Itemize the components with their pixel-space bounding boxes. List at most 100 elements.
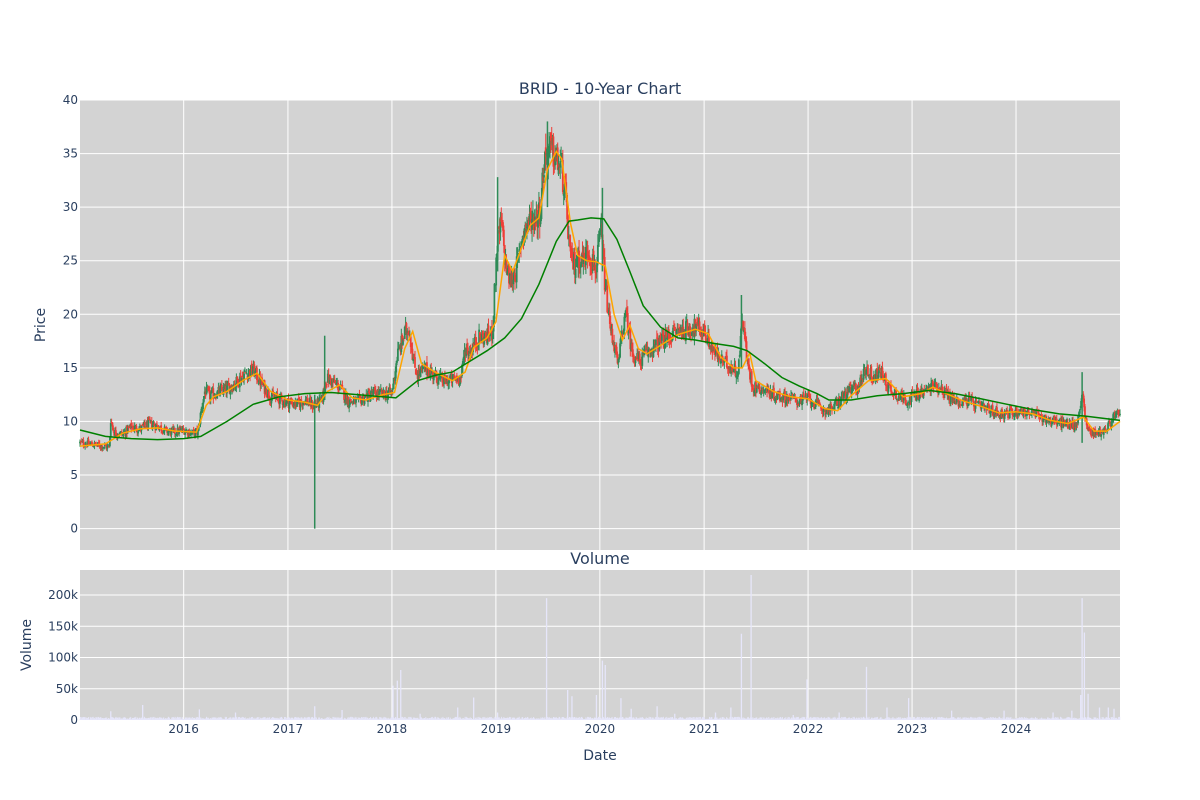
candle-body: [537, 214, 539, 228]
candle-body: [670, 340, 673, 343]
candle-body: [658, 335, 661, 350]
candle-body: [167, 431, 170, 433]
candle-body: [374, 389, 377, 396]
candle-body: [833, 402, 836, 410]
candle-body: [851, 387, 854, 389]
candle-body: [1066, 421, 1069, 429]
candle-body: [660, 339, 663, 344]
candle-body: [882, 375, 885, 378]
candle-body: [986, 404, 989, 409]
candle-body: [519, 246, 521, 248]
candle-body: [949, 394, 952, 405]
candle-body: [1066, 421, 1068, 423]
candle-body: [795, 397, 798, 403]
candle-body: [1013, 413, 1016, 418]
candle-body: [778, 391, 781, 401]
candle-body: [872, 375, 875, 382]
candle-body: [289, 400, 292, 403]
candle-body: [414, 357, 416, 368]
candle-body: [281, 400, 284, 405]
candle-body: [104, 444, 107, 446]
candle-body: [405, 323, 408, 335]
candle-body: [617, 358, 620, 363]
candle-body: [515, 256, 518, 283]
candle-body: [220, 384, 223, 391]
candle-body: [675, 330, 678, 333]
x-tick-label: 2021: [689, 722, 720, 736]
candle-body: [1018, 411, 1021, 416]
candle-body: [877, 375, 880, 380]
candle-body: [442, 383, 445, 385]
candle-body: [207, 387, 210, 390]
candle-body: [448, 378, 451, 384]
candle-body: [489, 333, 492, 337]
candle-body: [748, 364, 751, 370]
candle-body: [401, 335, 404, 343]
candle-body: [539, 216, 542, 225]
x-tick-label: 2016: [168, 722, 199, 736]
candle-body: [170, 429, 173, 435]
candle-body: [639, 360, 642, 365]
candle-body: [344, 399, 346, 402]
candle-body: [1037, 412, 1040, 417]
candle-body: [477, 345, 480, 347]
candle-body: [150, 421, 153, 428]
candle-body: [897, 396, 900, 401]
candle-body: [1115, 412, 1118, 414]
candle-body: [1050, 424, 1053, 426]
candle-body: [743, 328, 746, 340]
candle-body: [695, 324, 698, 332]
candle-body: [372, 390, 375, 397]
candle-body: [742, 321, 745, 331]
candle-body: [1096, 433, 1099, 435]
candle-body: [241, 376, 244, 378]
candle-body: [698, 321, 701, 332]
candle-body: [771, 392, 774, 399]
candle-body: [739, 336, 742, 355]
price-y-tick-label: 15: [63, 361, 78, 375]
candle-body: [458, 383, 461, 385]
candle-body: [602, 250, 605, 260]
candle-body: [718, 354, 721, 359]
candle-body: [573, 251, 576, 276]
candle-body: [222, 386, 225, 395]
candle-body: [135, 425, 138, 431]
candle-body: [876, 368, 879, 379]
candle-body: [415, 372, 418, 376]
candle-body: [552, 136, 555, 167]
volume-y-tick-label: 100k: [48, 651, 78, 665]
candle-body: [1035, 410, 1038, 418]
candle-body: [953, 397, 956, 403]
price-gridlines: [80, 99, 1120, 550]
candle-body: [708, 333, 710, 348]
candle-body: [1009, 407, 1012, 410]
candle-body: [395, 363, 398, 373]
candle-body: [373, 389, 375, 392]
candle-body: [632, 349, 634, 356]
candle-body: [411, 348, 414, 361]
candle-body: [649, 352, 652, 354]
candle-body: [485, 332, 487, 339]
candle-body: [936, 383, 939, 391]
candle-body: [94, 442, 97, 444]
candle-body: [151, 425, 154, 430]
candle-body: [518, 249, 521, 253]
candle-body: [824, 408, 827, 416]
candle-body: [706, 343, 709, 345]
candle-body: [652, 346, 655, 358]
candle-body: [438, 376, 440, 381]
candle-body: [301, 403, 304, 406]
candle-body: [114, 430, 117, 436]
candle-body: [1003, 410, 1006, 419]
candle-body: [443, 375, 445, 385]
candle-body: [776, 393, 779, 401]
candle-body: [808, 391, 810, 397]
candle-body: [964, 396, 967, 401]
candle-body: [102, 447, 104, 449]
candle-body: [738, 354, 741, 358]
candle-body: [527, 218, 530, 225]
candle-body: [814, 406, 816, 408]
candle-body: [396, 348, 399, 362]
candle-body: [270, 397, 273, 404]
